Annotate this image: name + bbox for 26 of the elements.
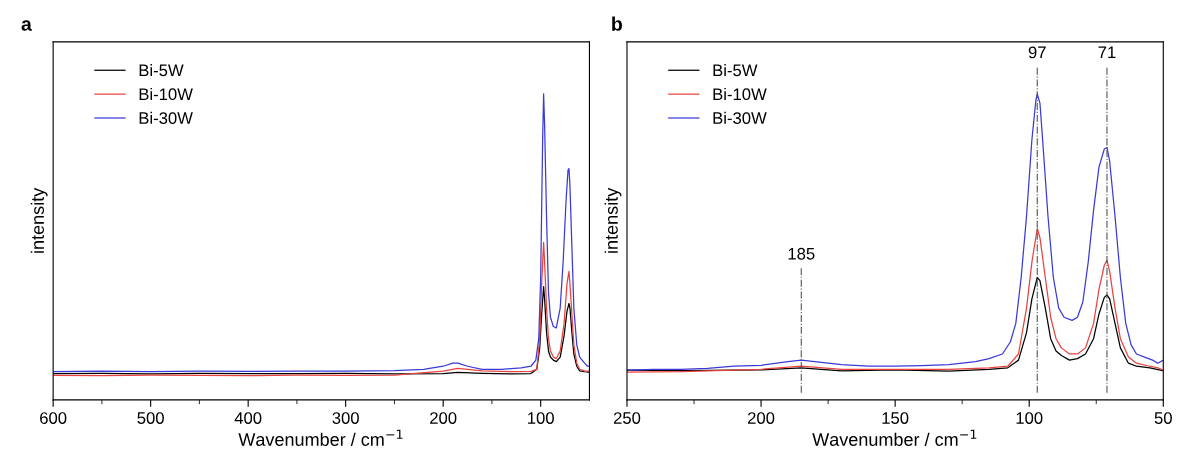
x-tick-label: 300 (332, 412, 359, 424)
ref-line-label: 71 (1098, 46, 1116, 59)
legend-label: Bi-5W (713, 64, 758, 77)
x-tick-label: 250 (613, 412, 641, 424)
text: a (21, 20, 32, 31)
x-tick-label: 100 (528, 412, 554, 424)
x-tick-label: 50 (1154, 412, 1172, 424)
x-tick-label: 600 (40, 412, 67, 424)
y-axis-title: intensity (30, 187, 48, 253)
text: b (612, 16, 622, 31)
ref-line-label: 97 (1028, 46, 1046, 59)
ref-line-label: 185 (788, 247, 815, 260)
x-axis-title: Wavenumber / cm$^{−1}$ (812, 429, 977, 446)
legend-label: Bi-30W (139, 111, 193, 124)
x-tick-label: 150 (882, 412, 909, 424)
x-tick-label: 200 (748, 412, 775, 424)
x-tick-label: 500 (137, 412, 164, 424)
x-axis-title: Wavenumber / cm$^{−1}$ (238, 429, 403, 446)
legend-label: Bi-10W (139, 87, 193, 101)
legend-label: Bi-30W (713, 111, 767, 124)
legend-label: Bi-10W (713, 87, 767, 101)
legend-label: Bi-5W (139, 64, 184, 77)
x-tick-label: 100 (1016, 412, 1043, 424)
x-tick-label: 200 (430, 412, 457, 424)
y-axis-title: intensity (604, 187, 622, 253)
x-tick-label: 400 (234, 412, 262, 424)
